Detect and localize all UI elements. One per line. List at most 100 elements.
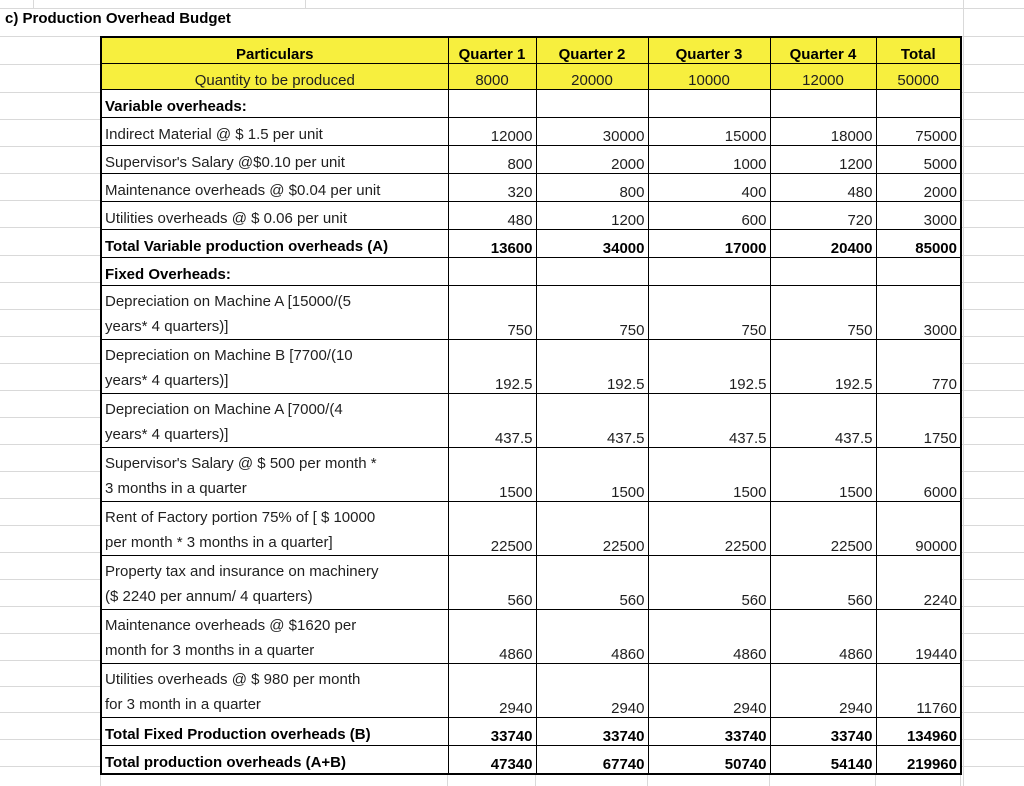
empty-cell[interactable]: [875, 257, 962, 286]
item-value-cell[interactable]: 192.5: [535, 339, 649, 394]
total-value-cell[interactable]: 54140: [769, 745, 877, 775]
item-label-cell[interactable]: Maintenance overheads @ $1620 per month …: [100, 609, 449, 664]
item-value-cell[interactable]: 19440: [875, 609, 962, 664]
item-value-cell[interactable]: 3000: [875, 285, 962, 340]
item-label-cell[interactable]: Depreciation on Machine B [7700/(10 year…: [100, 339, 449, 394]
total-value-cell[interactable]: 33740: [647, 717, 771, 746]
empty-cell[interactable]: [875, 89, 962, 118]
total-label-cell[interactable]: Total Variable production overheads (A): [100, 229, 449, 258]
item-value-cell[interactable]: 6000: [875, 447, 962, 502]
item-value-cell[interactable]: 4860: [447, 609, 537, 664]
item-label-cell[interactable]: Depreciation on Machine A [15000/(5 year…: [100, 285, 449, 340]
item-value-cell[interactable]: 1000: [647, 145, 771, 174]
item-value-cell[interactable]: 1500: [647, 447, 771, 502]
item-value-cell[interactable]: 2940: [447, 663, 537, 718]
total-value-cell[interactable]: 219960: [875, 745, 962, 775]
item-value-cell[interactable]: 1500: [447, 447, 537, 502]
total-label-cell[interactable]: Total Fixed Production overheads (B): [100, 717, 449, 746]
empty-cell[interactable]: [447, 89, 537, 118]
item-value-cell[interactable]: 800: [535, 173, 649, 202]
item-value-cell[interactable]: 5000: [875, 145, 962, 174]
total-value-cell[interactable]: 50740: [647, 745, 771, 775]
item-value-cell[interactable]: 3000: [875, 201, 962, 230]
item-value-cell[interactable]: 2240: [875, 555, 962, 610]
item-value-cell[interactable]: 750: [769, 285, 877, 340]
item-value-cell[interactable]: 750: [647, 285, 771, 340]
item-value-cell[interactable]: 90000: [875, 501, 962, 556]
section-label-cell[interactable]: Fixed Overheads:: [100, 257, 449, 286]
item-value-cell[interactable]: 2000: [875, 173, 962, 202]
item-value-cell[interactable]: 22500: [535, 501, 649, 556]
total-value-cell[interactable]: 17000: [647, 229, 771, 258]
item-label-cell[interactable]: Utilities overheads @ $ 0.06 per unit: [100, 201, 449, 230]
item-value-cell[interactable]: 75000: [875, 117, 962, 146]
total-value-cell[interactable]: 33740: [535, 717, 649, 746]
item-value-cell[interactable]: 1200: [535, 201, 649, 230]
item-value-cell[interactable]: 30000: [535, 117, 649, 146]
item-value-cell[interactable]: 2940: [535, 663, 649, 718]
quantity-value-cell[interactable]: 8000: [447, 63, 537, 90]
empty-cell[interactable]: [769, 257, 877, 286]
item-value-cell[interactable]: 400: [647, 173, 771, 202]
item-value-cell[interactable]: 18000: [769, 117, 877, 146]
item-value-cell[interactable]: 15000: [647, 117, 771, 146]
total-value-cell[interactable]: 13600: [447, 229, 537, 258]
column-header-5[interactable]: Total: [875, 36, 962, 64]
column-header-0[interactable]: Particulars: [100, 36, 449, 64]
item-value-cell[interactable]: 1500: [769, 447, 877, 502]
item-value-cell[interactable]: 480: [769, 173, 877, 202]
item-value-cell[interactable]: 4860: [769, 609, 877, 664]
total-value-cell[interactable]: 67740: [535, 745, 649, 775]
item-value-cell[interactable]: 437.5: [447, 393, 537, 448]
item-value-cell[interactable]: 560: [535, 555, 649, 610]
item-value-cell[interactable]: 192.5: [447, 339, 537, 394]
item-value-cell[interactable]: 560: [447, 555, 537, 610]
quantity-value-cell[interactable]: 12000: [769, 63, 877, 90]
item-value-cell[interactable]: 770: [875, 339, 962, 394]
empty-cell[interactable]: [535, 257, 649, 286]
quantity-value-cell[interactable]: 10000: [647, 63, 771, 90]
empty-cell[interactable]: [647, 89, 771, 118]
item-value-cell[interactable]: 22500: [769, 501, 877, 556]
column-header-4[interactable]: Quarter 4: [769, 36, 877, 64]
item-value-cell[interactable]: 22500: [447, 501, 537, 556]
item-value-cell[interactable]: 2940: [647, 663, 771, 718]
item-value-cell[interactable]: 2000: [535, 145, 649, 174]
item-value-cell[interactable]: 437.5: [769, 393, 877, 448]
item-value-cell[interactable]: 437.5: [535, 393, 649, 448]
item-label-cell[interactable]: Maintenance overheads @ $0.04 per unit: [100, 173, 449, 202]
item-label-cell[interactable]: Rent of Factory portion 75% of [ $ 10000…: [100, 501, 449, 556]
section-label-cell[interactable]: Variable overheads:: [100, 89, 449, 118]
item-value-cell[interactable]: 1200: [769, 145, 877, 174]
column-header-1[interactable]: Quarter 1: [447, 36, 537, 64]
item-value-cell[interactable]: 12000: [447, 117, 537, 146]
total-value-cell[interactable]: 20400: [769, 229, 877, 258]
item-value-cell[interactable]: 22500: [647, 501, 771, 556]
quantity-value-cell[interactable]: 50000: [875, 63, 962, 90]
item-value-cell[interactable]: 320: [447, 173, 537, 202]
total-value-cell[interactable]: 33740: [447, 717, 537, 746]
empty-cell[interactable]: [535, 89, 649, 118]
item-value-cell[interactable]: 437.5: [647, 393, 771, 448]
item-value-cell[interactable]: 560: [769, 555, 877, 610]
empty-cell[interactable]: [647, 257, 771, 286]
quantity-label-cell[interactable]: Quantity to be produced: [100, 63, 449, 90]
quantity-value-cell[interactable]: 20000: [535, 63, 649, 90]
item-value-cell[interactable]: 4860: [535, 609, 649, 664]
item-label-cell[interactable]: Supervisor's Salary @ $ 500 per month * …: [100, 447, 449, 502]
item-label-cell[interactable]: Supervisor's Salary @$0.10 per unit: [100, 145, 449, 174]
item-value-cell[interactable]: 560: [647, 555, 771, 610]
item-value-cell[interactable]: 480: [447, 201, 537, 230]
item-value-cell[interactable]: 11760: [875, 663, 962, 718]
item-value-cell[interactable]: 192.5: [769, 339, 877, 394]
item-value-cell[interactable]: 4860: [647, 609, 771, 664]
item-label-cell[interactable]: Property tax and insurance on machinery …: [100, 555, 449, 610]
total-value-cell[interactable]: 47340: [447, 745, 537, 775]
empty-cell[interactable]: [769, 89, 877, 118]
item-value-cell[interactable]: 800: [447, 145, 537, 174]
total-label-cell[interactable]: Total production overheads (A+B): [100, 745, 449, 775]
total-value-cell[interactable]: 33740: [769, 717, 877, 746]
item-label-cell[interactable]: Indirect Material @ $ 1.5 per unit: [100, 117, 449, 146]
total-value-cell[interactable]: 134960: [875, 717, 962, 746]
item-value-cell[interactable]: 600: [647, 201, 771, 230]
